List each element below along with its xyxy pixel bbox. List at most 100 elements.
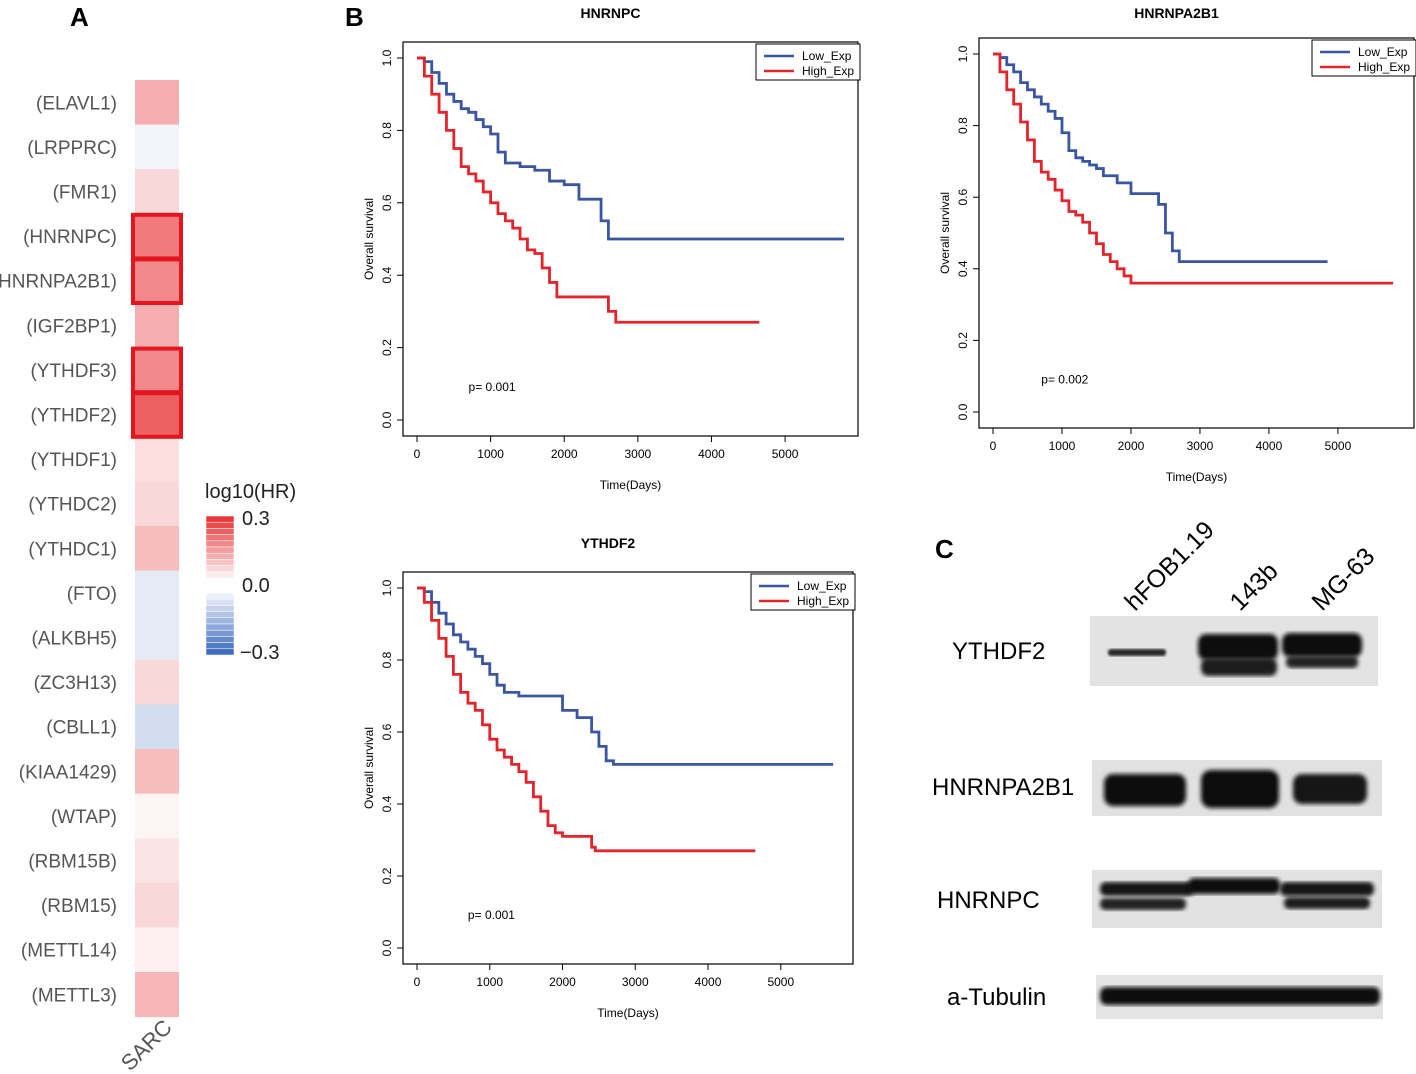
lane-label-143b: 143b (1224, 557, 1283, 616)
band-hnrnpc-143b (1188, 878, 1280, 894)
x-axis-label: Time(Days) (1166, 470, 1228, 484)
band-ythdf2-mg63-lower (1286, 656, 1358, 668)
lane-label-hfob: hFOB1.19 (1119, 520, 1219, 616)
legend-swatch (205, 611, 235, 619)
x-tick-label: 1000 (1049, 439, 1076, 453)
legend-entry: High_Exp (797, 594, 849, 608)
band-ythdf2-hfob (1108, 649, 1166, 656)
panel-c-label: C (935, 534, 954, 564)
x-tick-label: 5000 (1325, 439, 1352, 453)
p-value: p= 0.002 (1041, 372, 1088, 386)
survival-curve-high-exp (417, 586, 756, 853)
km-plot-ythdf2: YTHDF2 0 1000 2000 3000 4000 5000 Time(Days) 0.0… (362, 535, 856, 1020)
y-axis-label: Overall survival (362, 198, 376, 280)
chart-legend (755, 43, 861, 81)
legend-tick-low: −0.3 (240, 642, 279, 664)
legend-swatch (205, 605, 235, 612)
y-tick-label: 1.0 (380, 49, 394, 66)
y-tick-label: 0.8 (380, 651, 394, 668)
legend-swatch (205, 617, 235, 625)
band-hnrnpc-hfob-lower (1100, 898, 1186, 910)
survival-curve-high-exp (993, 52, 1394, 285)
legend-swatch (205, 571, 235, 579)
x-tick-label: 0 (414, 447, 421, 461)
heatmap-column-label: SARC (116, 1015, 177, 1074)
heatmap-cell (135, 124, 179, 170)
legend-tick-high: 0.3 (242, 508, 270, 530)
legend-swatch (205, 565, 235, 573)
km-plot-hnrnpa2b1: HNRNPA2B1 0 1000 2000 3000 4000 5000 Time(Days)… (938, 5, 1416, 484)
heatmap-cell (135, 838, 179, 884)
y-tick-label: 0.8 (956, 117, 970, 134)
blot-lane-labels: hFOB1.19 143b MG-63 (1119, 520, 1380, 616)
heatmap-row-label: (METTL3) (32, 985, 118, 1006)
heatmap-cell (135, 169, 179, 215)
heatmap-row-label: (KIAA1429) (19, 762, 117, 783)
p-value: p= 0.001 (468, 908, 515, 922)
band-hnrnpc-hfob-upper (1100, 882, 1194, 896)
survival-curve-low-exp (417, 56, 844, 241)
legend-swatch (205, 623, 235, 631)
heatmap-row-label: (YTHDF2) (30, 406, 117, 427)
x-tick-label: 4000 (1256, 439, 1283, 453)
survival-curve-low-exp (993, 52, 1328, 264)
y-tick-label: 1.0 (956, 45, 970, 62)
heatmap-row-label: (FMR1) (53, 183, 117, 204)
x-tick-label: 2000 (549, 975, 576, 989)
protein-label-hnrnpc: HNRNPC (937, 887, 1040, 914)
heatmap-legend: log10(HR) 0.3 0.0 −0.3 (205, 481, 296, 664)
survival-curve-high-exp (417, 56, 760, 324)
x-tick-label: 4000 (695, 975, 722, 989)
heatmap-cell (135, 436, 179, 482)
plot-frame (402, 41, 859, 437)
survival-curve-low-exp (417, 586, 834, 766)
x-axis-label: Time(Days) (600, 478, 662, 492)
chart-legend (1311, 39, 1416, 77)
heatmap-row-label: (ELAVL1) (36, 93, 117, 114)
y-tick-label: 0.2 (380, 867, 394, 884)
heatmap-row-label: (RBM15B) (28, 852, 117, 873)
band-hnrnpc-mg63-lower (1284, 897, 1370, 909)
x-tick-label: 2000 (1118, 439, 1145, 453)
x-tick-label: 4000 (698, 447, 725, 461)
blot-image (1090, 616, 1383, 1019)
legend-entry: Low_Exp (1358, 45, 1408, 59)
heatmap-cell (135, 570, 179, 616)
x-tick-label: 3000 (1187, 439, 1214, 453)
legend-swatch (205, 521, 235, 529)
y-tick-label: 0.0 (380, 411, 394, 428)
x-tick-label: 5000 (767, 975, 794, 989)
x-tick-label: 3000 (625, 447, 652, 461)
legend-swatch (205, 515, 235, 523)
plot-frame (402, 571, 854, 965)
y-tick-label: 0.6 (380, 723, 394, 740)
y-tick-label: 0.2 (956, 332, 970, 349)
plot-frame (978, 37, 1415, 429)
y-axis-label: Overall survival (362, 727, 376, 809)
chart-title: HNRNPC (581, 5, 641, 21)
chart-legend (750, 573, 856, 611)
heatmap-row-label: (YTHDF3) (30, 361, 117, 382)
heatmap-cell (135, 659, 179, 705)
x-tick-label: 1000 (476, 975, 503, 989)
band-hnrnpa2b1-mg63 (1293, 774, 1367, 804)
legend-swatch (205, 598, 235, 606)
band-hnrnpc-mg63-upper (1280, 882, 1374, 896)
legend-entry: Low_Exp (802, 49, 852, 63)
y-tick-label: 0.8 (380, 122, 394, 139)
heatmap-cell (135, 392, 179, 438)
legend-swatch (205, 552, 235, 560)
heatmap-row-label: (HNRNPA2B1) (0, 272, 117, 293)
legend-swatch (205, 629, 235, 637)
x-axis-label: Time(Days) (597, 1006, 659, 1020)
lane-label-mg63: MG-63 (1306, 542, 1380, 616)
band-ythdf2-mg63-upper (1282, 633, 1362, 657)
legend-swatch (205, 546, 235, 554)
heatmap-row-label: (ALKBH5) (31, 629, 117, 650)
band-tubulin (1100, 987, 1380, 1005)
heatmap-row-label: (IGF2BP1) (26, 316, 117, 337)
heatmap-row-label: (RBM15) (41, 896, 117, 917)
heatmap-cell (135, 526, 179, 572)
band-hnrnpa2b1-143b (1201, 770, 1279, 808)
heatmap-row-label: (FTO) (67, 584, 117, 605)
